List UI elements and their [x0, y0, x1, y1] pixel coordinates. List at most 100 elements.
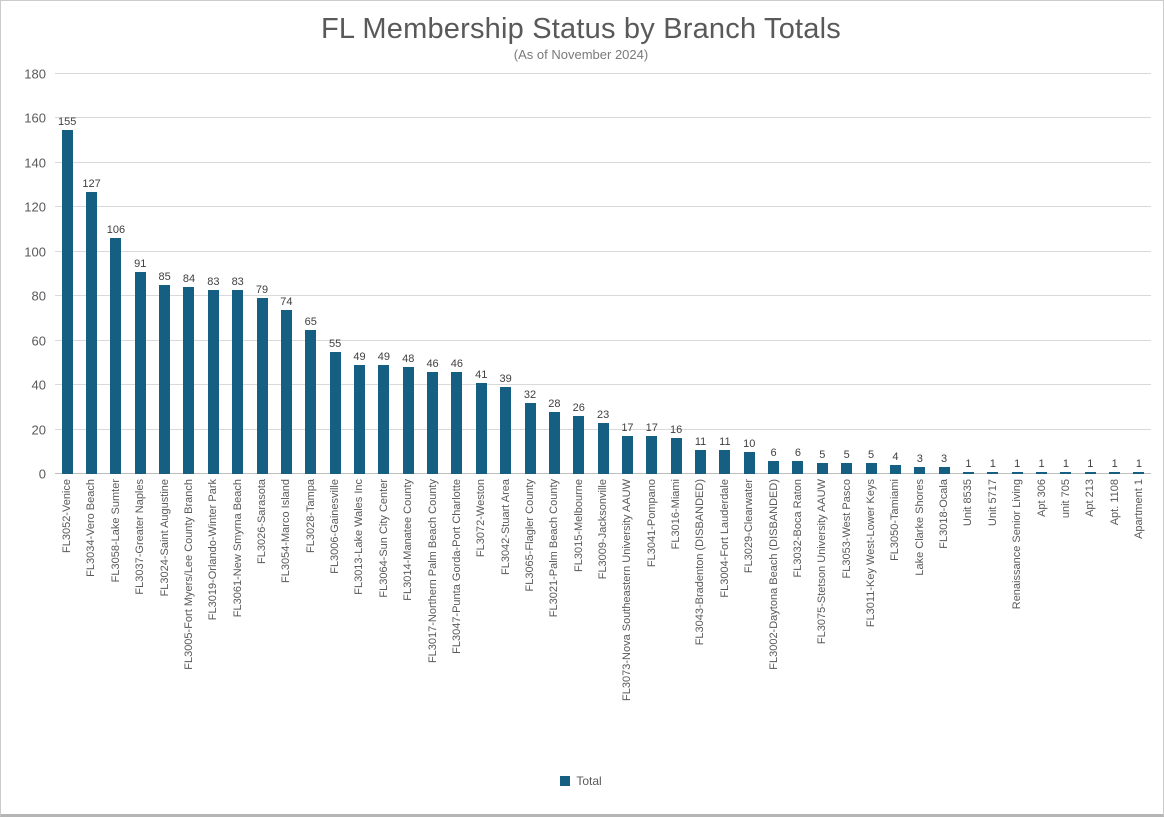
- x-axis-label: FL3054-Marco Island: [280, 479, 293, 583]
- bar: [61, 129, 73, 474]
- bar-value-label: 85: [158, 271, 171, 284]
- bar: [1109, 471, 1121, 474]
- bar-column: 46: [445, 74, 469, 474]
- bar: [1011, 471, 1023, 474]
- bar-column: 10: [737, 74, 761, 474]
- bar-column: 91: [128, 74, 152, 474]
- chart-body: 0 20 40 60 80 100 120 140 160 180 155 127 106 91 85 84…: [11, 67, 1151, 762]
- bar-column: 17: [615, 74, 639, 474]
- y-tick-label: 160: [24, 110, 46, 126]
- bar: [329, 351, 341, 474]
- bar: [987, 471, 999, 474]
- bar: [621, 436, 633, 474]
- x-label-cell: FL3072-Weston: [469, 474, 493, 762]
- bar-column: 6: [761, 74, 785, 474]
- x-axis-label: FL3019-Orlando-Winter Park: [207, 479, 220, 621]
- bar-column: 49: [372, 74, 396, 474]
- bar-value-label: 10: [743, 437, 756, 450]
- x-label-cell: Lake Clarke Shores: [908, 474, 932, 762]
- bar-column: 1: [1102, 74, 1126, 474]
- x-label-cell: FL3002-Daytona Beach (DISBANDED): [761, 474, 785, 762]
- bar: [353, 365, 365, 474]
- y-tick-label: 140: [24, 155, 46, 171]
- x-label-cell: FL3004-Fort Lauderdale: [713, 474, 737, 762]
- x-label-cell: Unit 8535: [956, 474, 980, 762]
- x-axis-label: FL3061-New Smyrna Beach: [231, 479, 244, 618]
- x-axis-label: FL3042-Stuart Area: [499, 479, 512, 576]
- bar: [865, 462, 877, 474]
- bar-value-label: 5: [867, 448, 875, 461]
- legend-label: Total: [576, 774, 602, 788]
- x-axis-label: FL3050-Tamiami: [889, 479, 902, 561]
- bar-value-label: 1: [1038, 457, 1045, 470]
- x-label-cell: FL3034-Vero Beach: [79, 474, 103, 762]
- bar-value-label: 46: [426, 357, 439, 370]
- bar-value-label: 41: [475, 368, 488, 381]
- bar: [427, 371, 439, 474]
- chart-subtitle: (As of November 2024): [513, 47, 649, 62]
- x-label-cell: Apt 213: [1078, 474, 1102, 762]
- bar: [889, 465, 901, 474]
- bar-column: 11: [713, 74, 737, 474]
- bar-value-label: 46: [450, 357, 464, 370]
- x-axis-label: FL3014-Manatee County: [402, 479, 415, 601]
- x-label-cell: FL3061-New Smyrna Beach: [226, 474, 250, 762]
- bar: [816, 462, 828, 474]
- x-axis-label: Apt 213: [1084, 479, 1097, 517]
- x-axis-label: FL3024-Saint Augustine: [158, 479, 171, 597]
- bar-column: 48: [396, 74, 420, 474]
- bar: [914, 467, 926, 474]
- bar-value-label: 55: [329, 337, 342, 350]
- bar-value-label: 26: [572, 402, 585, 415]
- bar-column: 32: [518, 74, 542, 474]
- x-axis-label: FL3075-Stetson University AAUW: [816, 479, 829, 645]
- x-label-cell: FL3050-Tamiami: [883, 474, 907, 762]
- x-axis-label: Apt 306: [1035, 479, 1048, 517]
- bar-column: 16: [664, 74, 688, 474]
- bar-column: 55: [323, 74, 347, 474]
- x-axis-label: FL3026-Sarasota: [256, 479, 268, 564]
- bar-column: 106: [104, 74, 128, 474]
- plot-area: 155 127 106 91 85 84 83 83 79 74 65 55 49 49 48 46 46 41 3…: [55, 73, 1151, 474]
- x-label-cell: FL3009-Jacksonville: [591, 474, 615, 762]
- x-axis-label: FL3015-Melbourne: [572, 479, 585, 572]
- bar: [305, 329, 317, 474]
- chart-title: FL Membership Status by Branch Totals: [321, 13, 841, 45]
- y-tick-label: 0: [38, 466, 46, 482]
- bar: [548, 411, 560, 474]
- bar: [110, 238, 122, 474]
- x-label-cell: FL3037-Greater Naples: [128, 474, 152, 762]
- bar-column: 1: [1054, 74, 1078, 474]
- x-label-cell: FL3016-Miami: [664, 474, 688, 762]
- bar-value-label: 3: [941, 453, 948, 466]
- x-label-cell: FL3018-Ocala: [932, 474, 956, 762]
- gridline: [55, 250, 1151, 252]
- x-axis-label: FL3011-Key West-Lower Keys: [864, 479, 877, 628]
- x-axis-label: Renaissance Senior Living: [1011, 479, 1024, 610]
- bar-value-label: 65: [304, 315, 317, 328]
- x-label-cell: unit 705: [1054, 474, 1078, 762]
- x-axis-label: FL3058-Lake Sumter: [109, 479, 122, 583]
- x-label-cell: Unit 5717: [981, 474, 1005, 762]
- bar: [792, 460, 804, 474]
- bar-value-label: 49: [353, 351, 366, 364]
- bar-value-label: 84: [182, 273, 196, 286]
- bar-column: 6: [786, 74, 810, 474]
- x-axis-label: FL3016-Miami: [670, 479, 683, 550]
- bar-column: 17: [640, 74, 664, 474]
- x-axis-label: FL3043-Bradenton (DISBANDED): [694, 479, 707, 646]
- x-label-cell: Apt 306: [1029, 474, 1053, 762]
- bar-column: 74: [274, 74, 298, 474]
- bar-column: 1: [1127, 74, 1151, 474]
- plot-wrap: 155 127 106 91 85 84 83 83 79 74 65 55 49 49 48 46 46 41 3…: [55, 73, 1151, 762]
- y-tick-label: 20: [31, 422, 46, 438]
- bar-value-label: 32: [523, 388, 537, 401]
- bar: [573, 416, 585, 474]
- x-label-cell: FL3064-Sun City Center: [372, 474, 396, 762]
- bar-column: 41: [469, 74, 493, 474]
- x-label-cell: FL3017-Northern Palm Beach County: [420, 474, 444, 762]
- bar-value-label: 127: [82, 177, 101, 190]
- bar: [183, 287, 195, 474]
- bar-column: 23: [591, 74, 615, 474]
- gridline: [55, 73, 1151, 74]
